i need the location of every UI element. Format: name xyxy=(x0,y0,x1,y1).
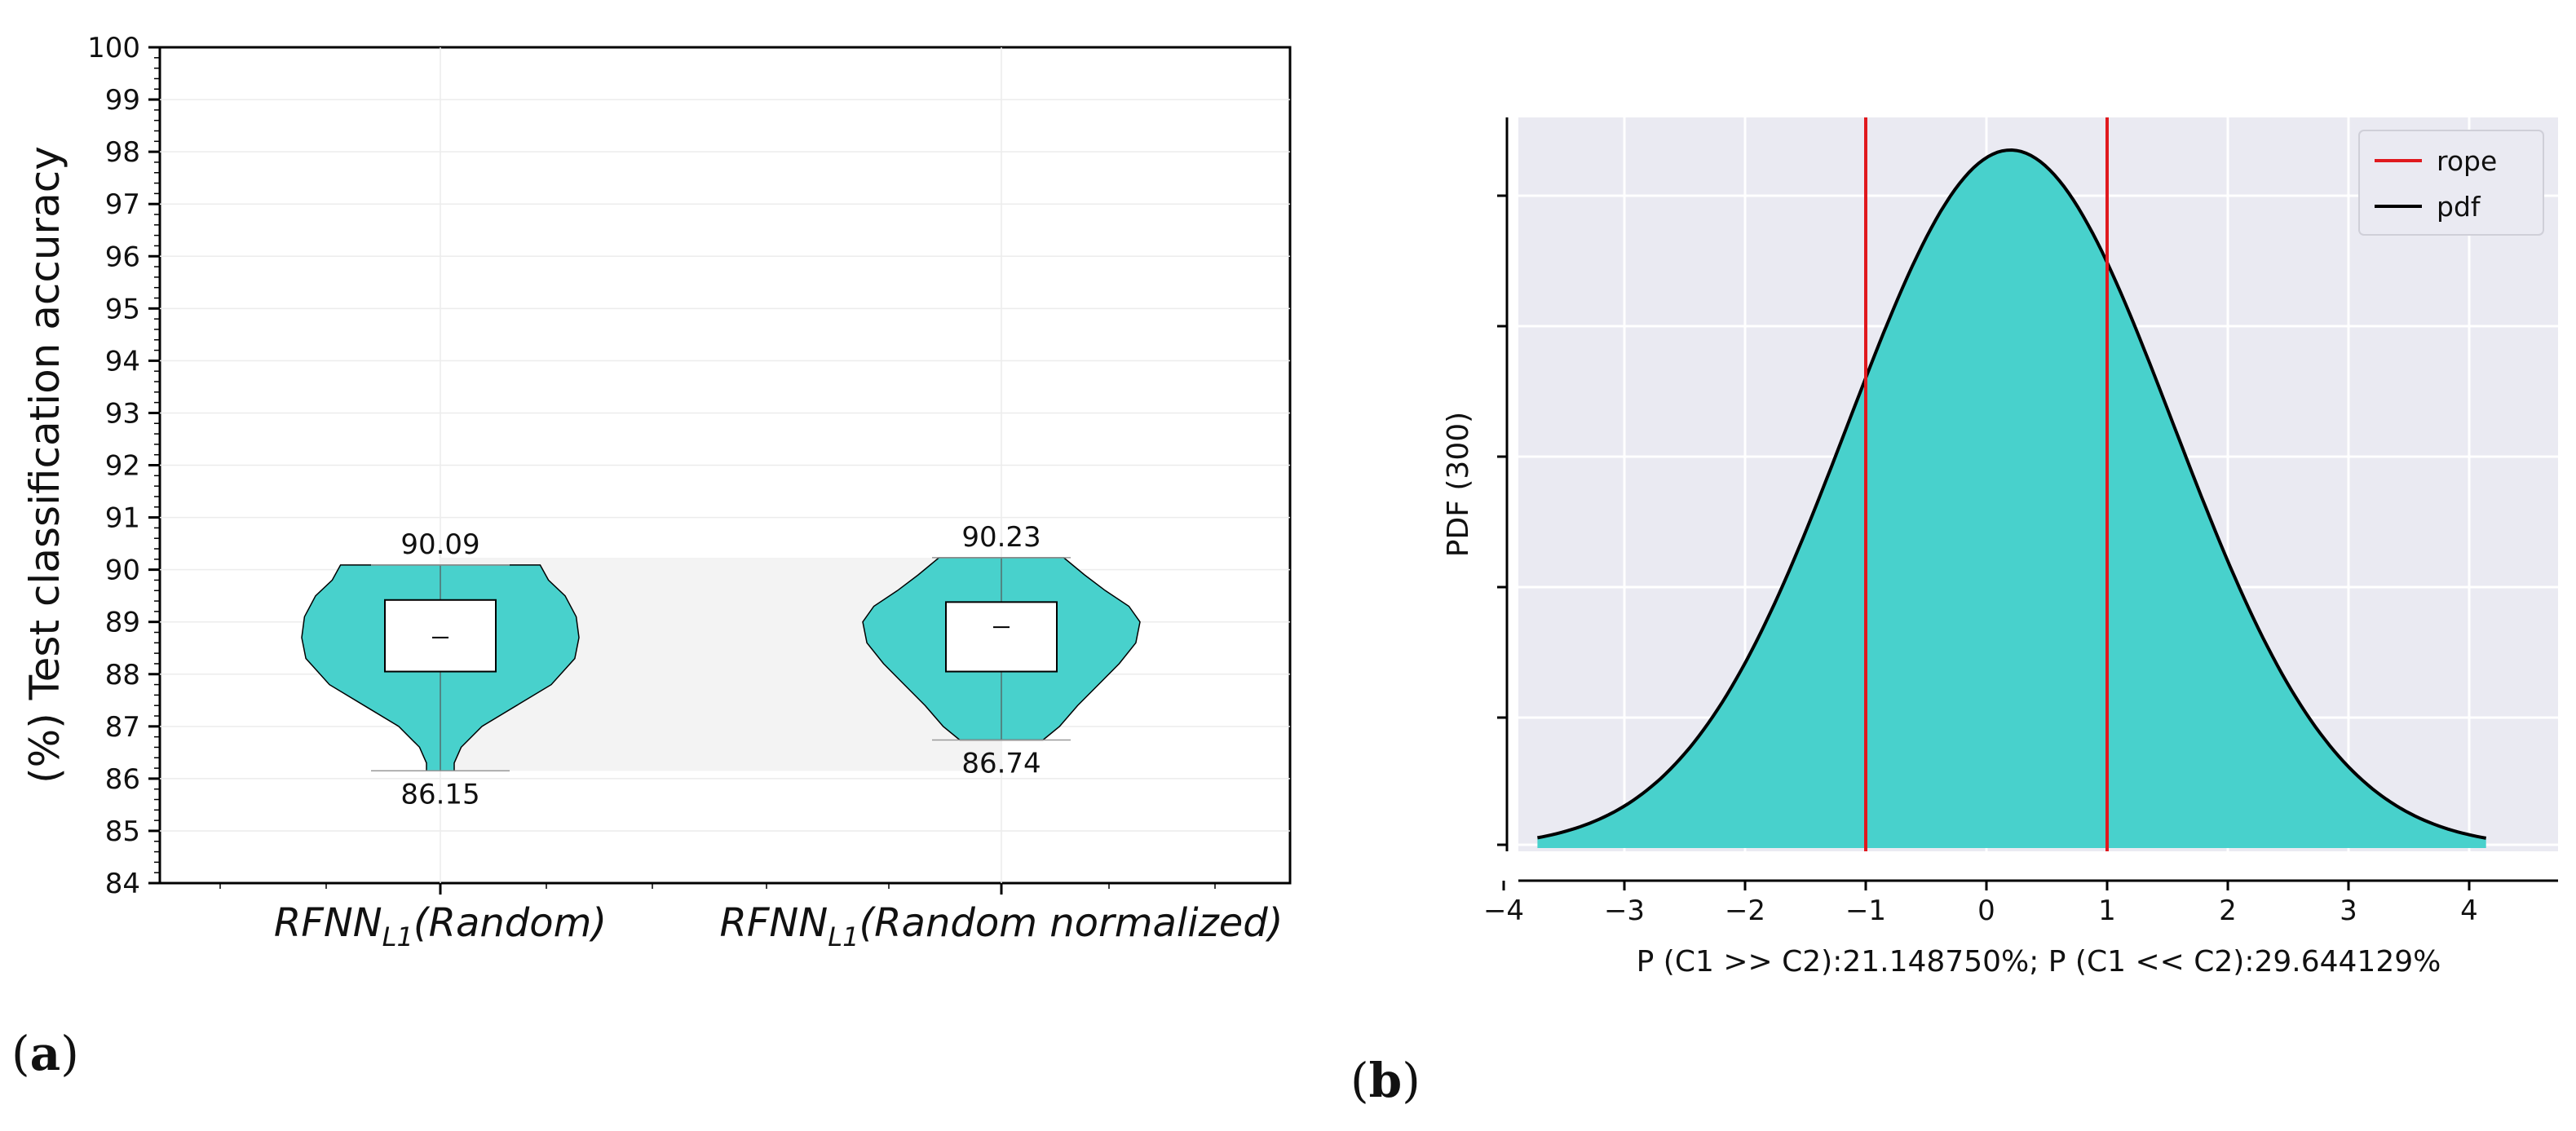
y-tick-label: 89 xyxy=(105,607,140,639)
x-tick-label: 1 xyxy=(2098,895,2116,927)
iqr-box xyxy=(384,599,497,673)
category-label-random: RFNNL1(Random) xyxy=(274,900,607,952)
x-tick-label: 2 xyxy=(2219,895,2237,927)
x-tick-label: −3 xyxy=(1604,895,1645,927)
y-tick-label: 92 xyxy=(105,450,140,483)
y-tick-label: 86 xyxy=(105,763,140,796)
y-tick-label: 84 xyxy=(105,868,140,900)
y-tick-label: 100 xyxy=(87,32,140,64)
x-tick-label: 4 xyxy=(2460,895,2478,927)
max-value-label: 90.09 xyxy=(400,528,479,561)
panel-b-letter: (b) xyxy=(1350,1053,1421,1108)
panel-b-posterior-chart: −4 −3 −2 −1 0 1 2 3 4 PDF (300) P (C1 >> C2):21.… xyxy=(1350,117,2558,1108)
panel-a-grid xyxy=(160,47,1290,883)
panel-a-violin-chart: 84 85 86 87 88 89 90 91 92 93 94 95 96 97 98 99 100 90.0… xyxy=(11,32,1292,1081)
x-tick-label: −4 xyxy=(1483,895,1524,927)
panel-b-axes xyxy=(1497,117,2558,882)
y-tick-label: 96 xyxy=(105,241,140,273)
panel-b-x-axis-label: P (C1 >> C2):21.148750%; P (C1 << C2):29… xyxy=(1637,945,2441,979)
pdf-area xyxy=(1537,150,2486,848)
y-tick-label: 94 xyxy=(105,345,140,378)
y-tick-label: 99 xyxy=(105,84,140,117)
legend-box xyxy=(2358,130,2544,236)
panel-b-x-axis: −4 −3 −2 −1 0 1 2 3 4 xyxy=(1483,881,2478,927)
legend-pdf-label: pdf xyxy=(2437,191,2481,223)
max-value-label: 90.23 xyxy=(961,521,1041,554)
min-value-label: 86.15 xyxy=(400,778,479,811)
y-tick-label: 98 xyxy=(105,136,140,169)
x-tick-label: −2 xyxy=(1725,895,1765,927)
panel-a-y-axis: 84 85 86 87 88 89 90 91 92 93 94 95 96 97 98 99 100 xyxy=(87,32,160,900)
min-value-label: 86.74 xyxy=(961,747,1041,780)
y-tick-label: 93 xyxy=(105,397,140,430)
panel-b-y-axis-label: PDF (300) xyxy=(1442,412,1475,557)
legend: rope pdf xyxy=(2358,130,2544,236)
y-tick-label: 90 xyxy=(105,554,140,587)
panel-a-minor-ticks xyxy=(154,57,1216,895)
panel-a-y-axis-label: (%) Test classification accuracy xyxy=(21,146,68,784)
y-tick-label: 85 xyxy=(105,815,140,848)
panel-a-violins: 90.09 86.15 90.23 86.74 xyxy=(301,521,1141,811)
category-label-random-normalized: RFNNL1(Random normalized) xyxy=(719,900,1283,952)
y-tick-label: 97 xyxy=(105,188,140,221)
panel-a-letter: (a) xyxy=(11,1026,79,1081)
y-tick-label: 91 xyxy=(105,502,140,535)
x-tick-label: −1 xyxy=(1845,895,1886,927)
x-tick-label: 3 xyxy=(2340,895,2357,927)
violin-1: 90.23 86.74 xyxy=(862,521,1141,780)
legend-rope-label: rope xyxy=(2437,145,2497,177)
violin-0: 90.09 86.15 xyxy=(301,528,580,811)
y-tick-label: 88 xyxy=(105,659,140,691)
y-tick-label: 95 xyxy=(105,293,140,325)
x-tick-label: 0 xyxy=(1977,895,1995,927)
iqr-box xyxy=(945,601,1058,673)
pdf-curve xyxy=(1537,148,2487,840)
y-tick-label: 87 xyxy=(105,711,140,744)
